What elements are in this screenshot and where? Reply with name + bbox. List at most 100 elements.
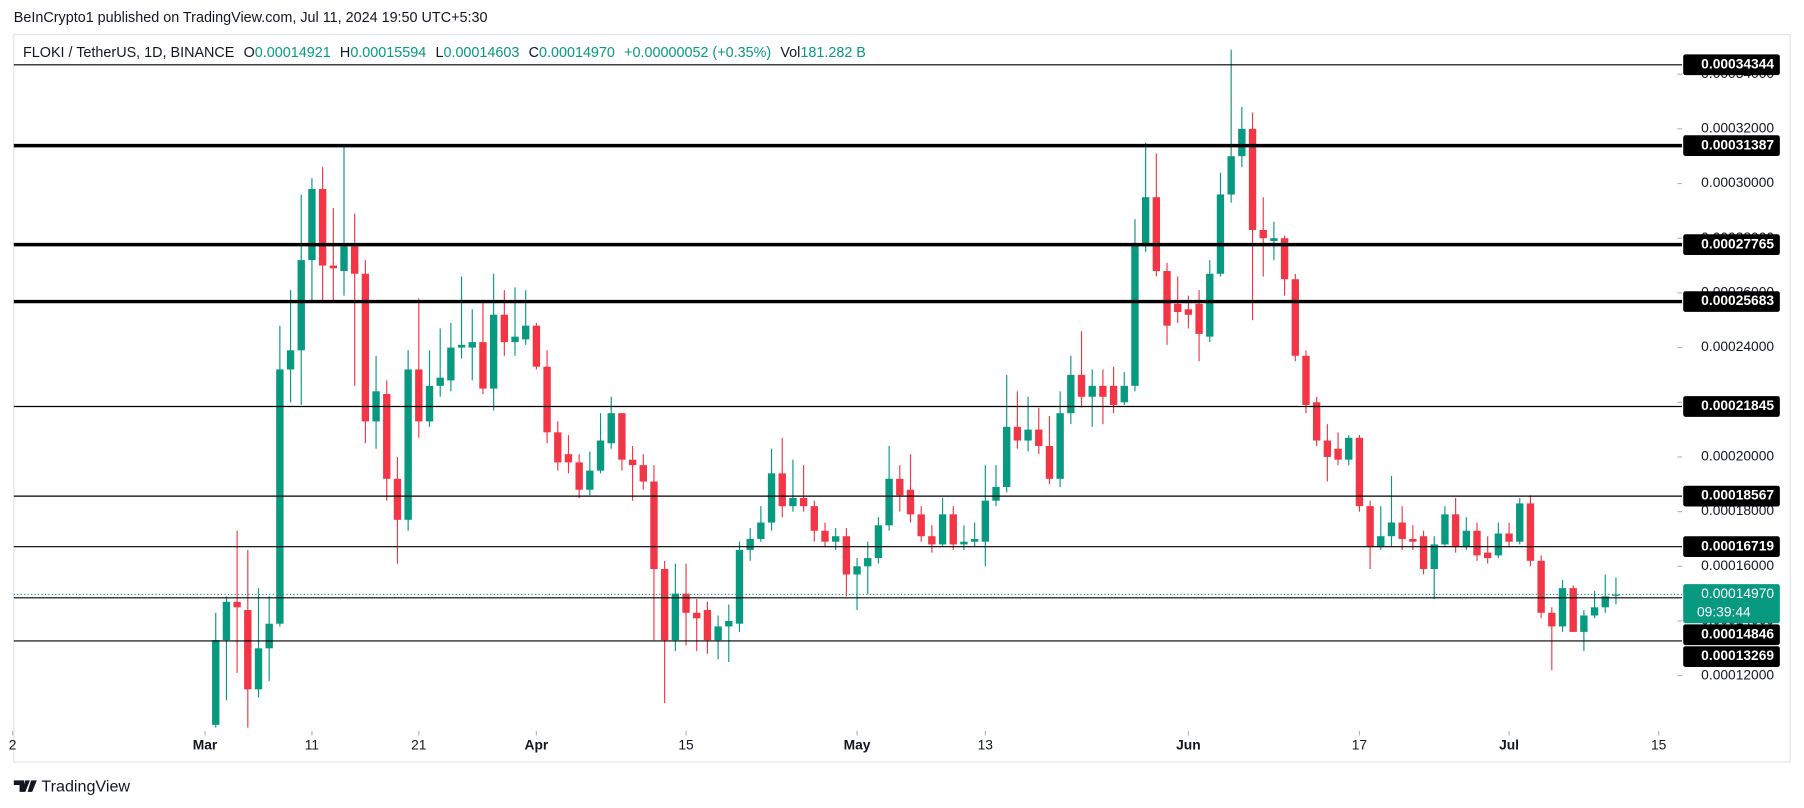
- legend-symbol: FLOKI / TetherUS, 1D, BINANCE: [23, 45, 234, 61]
- candle-body: [393, 478, 402, 520]
- x-tick-label: May: [844, 737, 871, 752]
- candle-body: [1558, 588, 1567, 627]
- candle-body: [233, 601, 241, 608]
- y-tick-label: 0.00018000: [1701, 503, 1774, 518]
- level-label: 0.00025683: [1701, 293, 1774, 308]
- candle-body: [831, 536, 840, 542]
- candle-body: [1505, 533, 1513, 542]
- legend-key: L: [435, 45, 443, 61]
- brand-name: TradingView: [41, 778, 130, 796]
- candle-body: [960, 541, 968, 545]
- candle-body: [1088, 385, 1096, 397]
- candle-body: [1537, 560, 1545, 613]
- candle-body: [1430, 544, 1438, 570]
- legend-value: 0.00014970: [539, 45, 615, 61]
- candle-body: [938, 514, 947, 545]
- candle-body: [1377, 536, 1385, 548]
- candle-body: [1484, 552, 1492, 559]
- candle-body: [1141, 197, 1150, 244]
- x-tick-label: 13: [978, 737, 994, 752]
- candle-body: [1345, 437, 1353, 460]
- candle-body: [554, 432, 562, 463]
- candle-body: [511, 336, 519, 343]
- candle-body: [532, 325, 541, 367]
- candle-body: [1291, 279, 1299, 356]
- candle-body: [318, 189, 327, 266]
- candle-body: [1077, 374, 1086, 397]
- candle-body: [361, 273, 370, 422]
- legend-value: 0.00015594: [350, 45, 426, 61]
- x-tick-label: 17: [1352, 737, 1367, 752]
- legend-key: O: [244, 45, 255, 61]
- legend: FLOKI / TetherUS, 1D, BINANCE O0.00014921…: [23, 45, 866, 61]
- level-label-box: [1683, 135, 1780, 156]
- candle-body: [1248, 128, 1257, 231]
- x-tick-label: Mar: [193, 737, 218, 752]
- candle-body: [1590, 607, 1599, 616]
- last-price-label: 0.00014970: [1701, 586, 1774, 601]
- x-tick-label: Apr: [525, 737, 549, 752]
- candle-body: [415, 369, 423, 422]
- candle-body: [842, 536, 851, 575]
- candle-body: [853, 566, 861, 575]
- level-label-box: [1683, 396, 1780, 417]
- candle-body: [1035, 429, 1043, 446]
- y-tick-label: 0.00030000: [1701, 175, 1774, 190]
- candle-body: [1569, 588, 1577, 632]
- candle-body: [297, 260, 305, 351]
- candle-body: [1419, 536, 1428, 570]
- candle-body: [1238, 128, 1246, 157]
- candle-body: [810, 506, 818, 531]
- candle-body: [618, 413, 626, 460]
- candle-body: [778, 473, 786, 507]
- candle-body: [714, 626, 722, 641]
- candle-body: [329, 265, 337, 269]
- candle-body: [1580, 615, 1588, 632]
- legend-volume: 181.282 B: [800, 45, 866, 61]
- candle-body: [1270, 238, 1278, 241]
- candle-body: [265, 623, 273, 649]
- candle-body: [1494, 533, 1503, 556]
- brand-logo: [13, 780, 37, 792]
- candle-body: [222, 601, 231, 641]
- candle-body: [457, 344, 466, 348]
- level-label: 0.00013269: [1701, 648, 1774, 663]
- y-tick-label: 0.00016000: [1701, 558, 1774, 573]
- candle-body: [1174, 303, 1182, 313]
- candle-body: [1099, 385, 1107, 397]
- candle-body: [1526, 503, 1535, 561]
- candle-body: [767, 473, 776, 523]
- candle-body: [522, 325, 530, 340]
- level-label-box: [1683, 536, 1780, 557]
- candle-body: [628, 459, 637, 466]
- level-label: 0.00027765: [1701, 236, 1774, 251]
- x-tick-label: 21: [411, 737, 426, 752]
- candle-body: [254, 648, 263, 690]
- candle-body: [212, 640, 220, 725]
- candle-body: [885, 478, 893, 526]
- candle-body: [1109, 385, 1118, 405]
- candle-body: [500, 314, 509, 343]
- candle-body: [1216, 194, 1225, 274]
- level-label-box: [1683, 234, 1780, 255]
- candle-body: [1163, 271, 1171, 326]
- candle-body: [1323, 440, 1332, 457]
- publish-info: BeInCrypto1 published on TradingView.com…: [14, 10, 488, 26]
- candle-body: [1355, 437, 1364, 507]
- candle-body: [821, 530, 829, 542]
- last-price-box: [1683, 584, 1780, 624]
- candle-body: [650, 481, 658, 570]
- candle-body: [1280, 238, 1289, 280]
- candle-body: [1462, 530, 1470, 548]
- candle-body: [244, 610, 252, 690]
- level-label: 0.00034344: [1701, 56, 1774, 71]
- candle-body: [596, 440, 605, 471]
- candle-body: [799, 497, 808, 507]
- candle-body: [308, 189, 316, 261]
- candle-body: [693, 612, 701, 619]
- candle-body: [1601, 596, 1609, 608]
- candle-body: [1451, 514, 1460, 548]
- candle-body: [1056, 413, 1064, 479]
- legend-key: C: [529, 45, 539, 61]
